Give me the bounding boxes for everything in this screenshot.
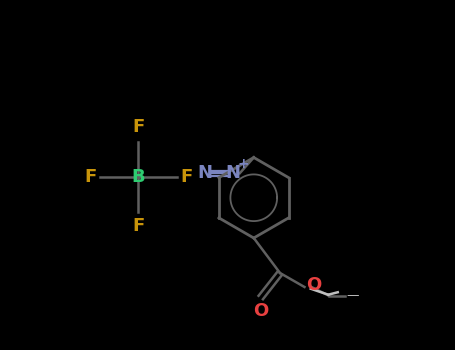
Text: O: O [306, 276, 322, 294]
Text: F: F [180, 168, 192, 186]
Text: F: F [132, 217, 144, 235]
Text: F: F [132, 119, 144, 136]
Text: +: + [238, 158, 249, 172]
Text: N: N [197, 164, 212, 182]
Text: B: B [131, 168, 145, 186]
Text: F: F [84, 168, 96, 186]
Text: O: O [253, 302, 268, 320]
Text: N: N [225, 164, 240, 182]
Text: —: — [347, 289, 359, 302]
